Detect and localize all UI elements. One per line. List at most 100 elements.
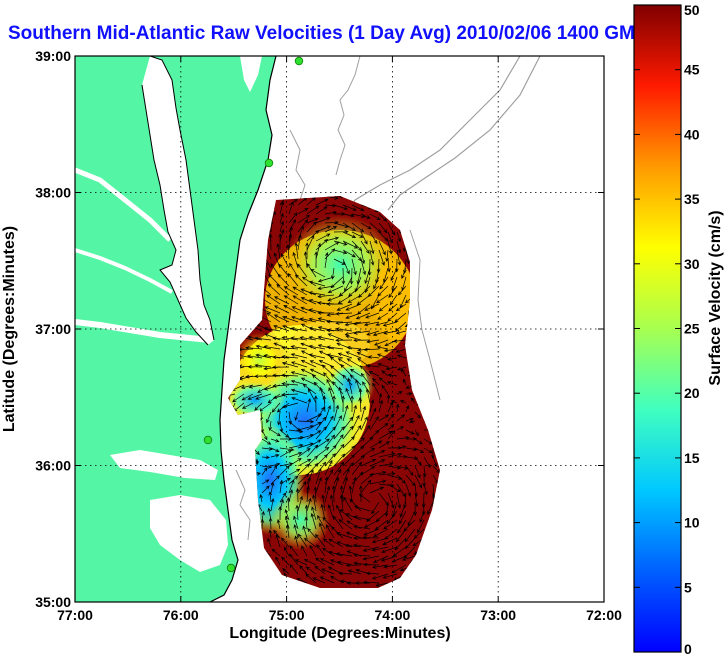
velocity-arrow (263, 326, 281, 332)
velocity-arrow (303, 251, 308, 269)
velocity-arrow (288, 458, 302, 467)
velocity-arrow (287, 272, 299, 287)
velocity-arrow (405, 437, 417, 441)
velocity-arrow (306, 476, 312, 494)
velocity-arrow (342, 204, 357, 211)
velocity-arrow (375, 582, 389, 587)
velocity-arrow (324, 226, 338, 233)
velocity-arrow (270, 438, 280, 443)
velocity-arrow (272, 355, 290, 360)
velocity-arrow (315, 446, 330, 458)
velocity-arrow (383, 519, 398, 530)
velocity-arrow (378, 231, 389, 242)
velocity-arrow (368, 371, 380, 377)
velocity-arrow (333, 468, 342, 485)
velocity-arrow (329, 494, 335, 512)
bathymetry-contour (344, 56, 521, 216)
velocity-arrow (378, 430, 393, 440)
velocity-arrow (353, 525, 371, 530)
velocity-arrow (270, 453, 280, 458)
velocity-arrow (355, 581, 371, 585)
velocity-arrow (303, 537, 317, 548)
velocity-arrow (396, 354, 407, 359)
velocity-arrow (360, 416, 368, 431)
velocity-arrow (391, 276, 398, 292)
velocity-arrow (362, 381, 371, 395)
velocity-arrow (399, 501, 407, 518)
velocity-arrow (333, 240, 348, 246)
colorbar-tick-label: 25 (684, 321, 700, 337)
velocity-arrow (312, 577, 326, 584)
colorbar-tick-label: 40 (684, 126, 700, 142)
velocity-arrow (362, 546, 380, 552)
velocity-arrow (332, 381, 344, 395)
velocity-arrow (297, 214, 310, 224)
velocity-vectors (228, 196, 440, 588)
velocity-arrow (247, 393, 263, 400)
velocity-arrow (319, 558, 335, 566)
velocity-arrow (360, 447, 376, 458)
velocity-arrow (326, 345, 344, 350)
velocity-arrow (366, 339, 380, 344)
velocity-arrow (307, 388, 317, 404)
velocity-arrow (394, 312, 407, 323)
velocity-arrow (300, 306, 317, 314)
velocity-arrow (315, 467, 322, 485)
velocity-arrow (377, 353, 389, 359)
velocity-arrow (300, 342, 317, 350)
velocity-arrow (315, 557, 326, 566)
velocity-arrow (293, 524, 299, 539)
bathymetry-contour (409, 229, 441, 401)
velocity-arrow (380, 555, 398, 562)
velocity-arrow (351, 461, 363, 476)
velocity-arrow (271, 402, 281, 413)
velocity-arrow (300, 288, 317, 296)
velocity-arrow (315, 426, 327, 440)
velocity-arrow (268, 529, 273, 539)
velocity-arrow (268, 233, 273, 251)
velocity-arrow (306, 497, 312, 512)
velocity-arrow (371, 546, 389, 552)
velocity-arrow (297, 208, 309, 215)
velocity-arrow (326, 302, 344, 306)
velocity-arrow (342, 468, 350, 485)
velocity-arrow (345, 334, 362, 341)
velocity-arrow (299, 565, 308, 575)
velocity-arrow (405, 537, 416, 549)
velocity-arrow (423, 447, 433, 454)
velocity-arrow (288, 479, 295, 494)
velocity-arrow (333, 476, 340, 494)
velocity-arrow (414, 447, 425, 453)
velocity-arrow (414, 456, 422, 466)
velocity-arrow (360, 473, 374, 485)
velocity-arrow (270, 481, 275, 494)
velocity-arrow (333, 249, 348, 255)
velocity-arrow (326, 328, 344, 333)
velocity-arrow (276, 284, 290, 296)
velocity-arrow (261, 438, 272, 445)
velocity-arrow (427, 501, 434, 515)
velocity-arrow (342, 258, 350, 275)
velocity-arrow (369, 416, 379, 431)
velocity-arrow (295, 488, 300, 503)
velocity-arrow (365, 312, 380, 319)
velocity-arrow (294, 411, 299, 421)
velocity-arrow (292, 251, 299, 269)
velocity-arrow (378, 240, 386, 256)
velocity-arrow (271, 548, 281, 557)
velocity-arrow (378, 414, 390, 422)
velocity-arrow (291, 315, 308, 323)
velocity-arrow (306, 398, 312, 413)
velocity-arrow (307, 528, 317, 539)
velocity-arrow (306, 430, 322, 440)
velocity-arrow (300, 359, 317, 368)
bay-shore (149, 56, 215, 341)
velocity-arrow (342, 222, 356, 231)
velocity-arrow (383, 348, 398, 353)
velocity-arrow (397, 366, 407, 371)
y-tick-label: 38:00 (35, 185, 71, 201)
velocity-arrow (342, 231, 357, 238)
velocity-arrow (279, 200, 285, 215)
velocity-arrow (353, 515, 371, 521)
velocity-arrow (286, 497, 291, 512)
